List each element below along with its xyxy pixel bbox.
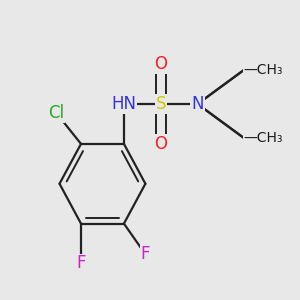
Text: —CH₃: —CH₃ [244,63,283,77]
Text: O: O [154,55,167,73]
Text: F: F [141,245,150,263]
Text: —CH₃: —CH₃ [244,131,283,145]
Text: N: N [191,95,204,113]
Text: S: S [155,95,166,113]
Text: HN: HN [111,95,136,113]
Text: Cl: Cl [48,104,64,122]
Text: O: O [154,135,167,153]
Text: F: F [76,254,86,272]
